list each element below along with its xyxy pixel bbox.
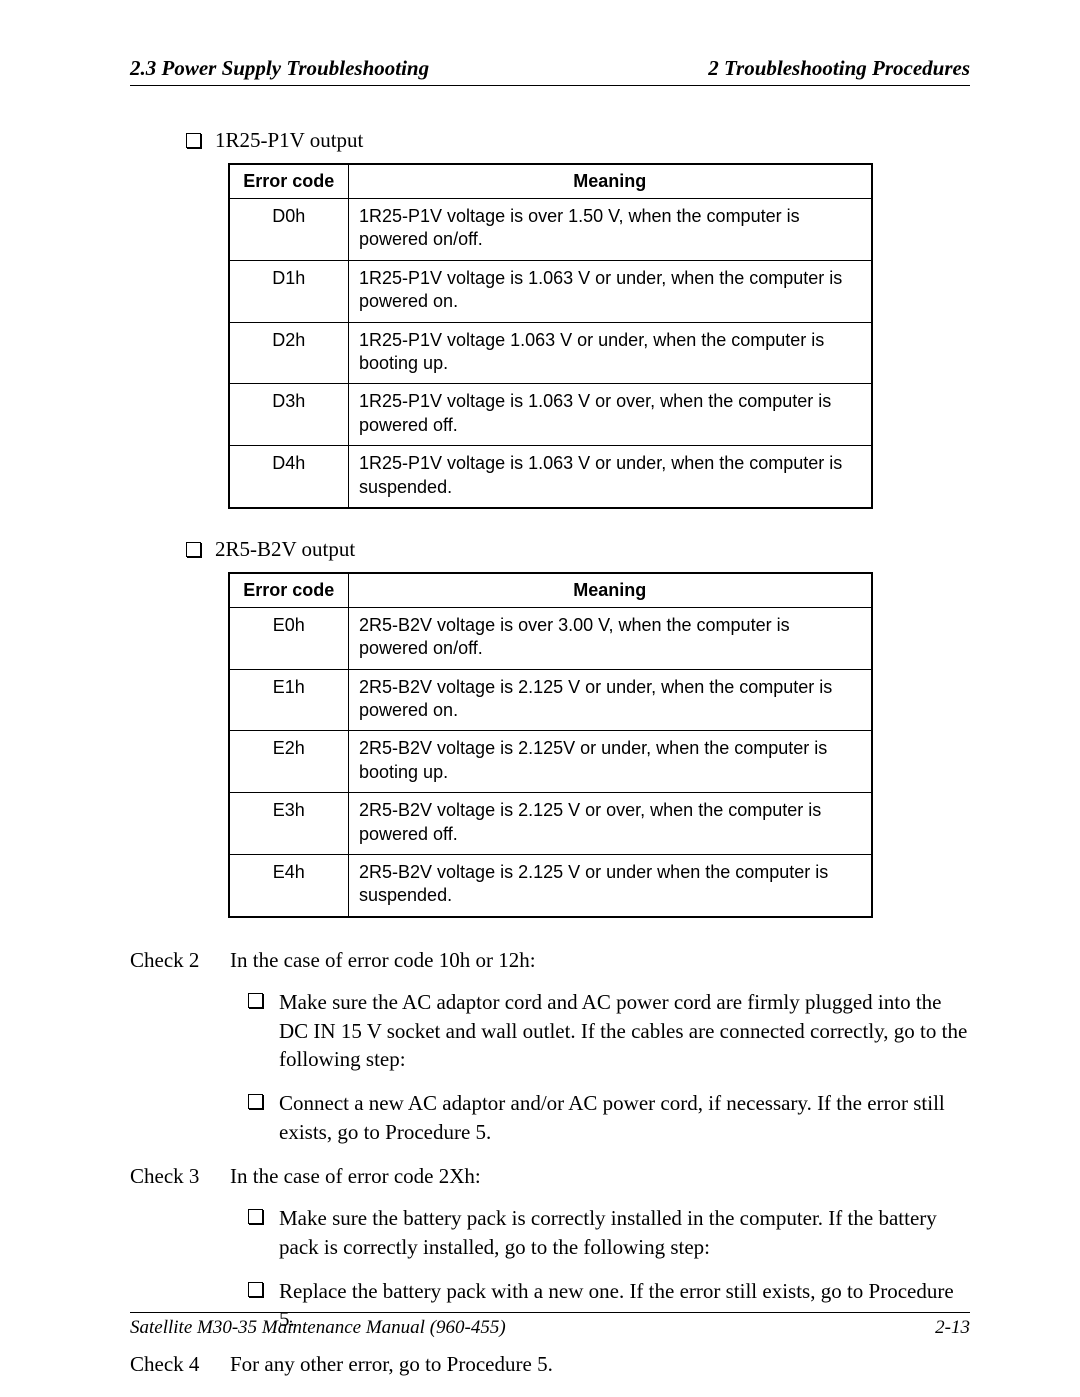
check-2-item: Make sure the AC adaptor cord and AC pow… bbox=[248, 988, 970, 1073]
checkbox-icon bbox=[248, 1282, 263, 1297]
check-2-item-text: Make sure the AC adaptor cord and AC pow… bbox=[279, 988, 970, 1073]
cell-meaning: 1R25-P1V voltage is 1.063 V or over, whe… bbox=[349, 384, 872, 446]
check-4: Check 4 For any other error, go to Proce… bbox=[130, 1350, 970, 1378]
cell-meaning: 2R5-B2V voltage is 2.125 V or under when… bbox=[349, 855, 872, 917]
checkbox-icon bbox=[248, 993, 263, 1008]
table-header-meaning: Meaning bbox=[349, 573, 872, 608]
table-row: D0h1R25-P1V voltage is over 1.50 V, when… bbox=[229, 199, 872, 261]
checkbox-icon bbox=[186, 542, 201, 557]
check-2-item-text: Connect a new AC adaptor and/or AC power… bbox=[279, 1089, 970, 1146]
table-1r25: Error code Meaning D0h1R25-P1V voltage i… bbox=[228, 163, 873, 509]
table-header-meaning: Meaning bbox=[349, 164, 872, 199]
cell-code: E4h bbox=[229, 855, 349, 917]
check-3-item: Make sure the battery pack is correctly … bbox=[248, 1204, 970, 1261]
page-header: 2.3 Power Supply Troubleshooting 2 Troub… bbox=[130, 56, 970, 86]
header-right: 2 Troubleshooting Procedures bbox=[708, 56, 970, 81]
table-header-code: Error code bbox=[229, 573, 349, 608]
table-row: D3h1R25-P1V voltage is 1.063 V or over, … bbox=[229, 384, 872, 446]
cell-meaning: 2R5-B2V voltage is over 3.00 V, when the… bbox=[349, 607, 872, 669]
table-row: D4h1R25-P1V voltage is 1.063 V or under,… bbox=[229, 446, 872, 508]
cell-meaning: 2R5-B2V voltage is 2.125V or under, when… bbox=[349, 731, 872, 793]
cell-code: E0h bbox=[229, 607, 349, 669]
cell-code: D4h bbox=[229, 446, 349, 508]
table-2r5: Error code Meaning E0h2R5-B2V voltage is… bbox=[228, 572, 873, 918]
cell-meaning: 1R25-P1V voltage is 1.063 V or under, wh… bbox=[349, 260, 872, 322]
check-4-intro: For any other error, go to Procedure 5. bbox=[230, 1350, 970, 1378]
cell-code: E2h bbox=[229, 731, 349, 793]
check-3-label: Check 3 bbox=[130, 1162, 230, 1190]
table-row: E1h2R5-B2V voltage is 2.125 V or under, … bbox=[229, 669, 872, 731]
cell-meaning: 2R5-B2V voltage is 2.125 V or under, whe… bbox=[349, 669, 872, 731]
footer-right: 2-13 bbox=[935, 1317, 970, 1339]
check-3-item-text: Make sure the battery pack is correctly … bbox=[279, 1204, 970, 1261]
cell-meaning: 1R25-P1V voltage is over 1.50 V, when th… bbox=[349, 199, 872, 261]
header-left: 2.3 Power Supply Troubleshooting bbox=[130, 56, 429, 81]
cell-code: D2h bbox=[229, 322, 349, 384]
cell-code: E3h bbox=[229, 793, 349, 855]
section-1r25-title: 1R25-P1V output bbox=[215, 128, 363, 153]
table-header-code: Error code bbox=[229, 164, 349, 199]
table-row: D1h1R25-P1V voltage is 1.063 V or under,… bbox=[229, 260, 872, 322]
cell-meaning: 1R25-P1V voltage is 1.063 V or under, wh… bbox=[349, 446, 872, 508]
check-2-intro: In the case of error code 10h or 12h: bbox=[230, 946, 970, 974]
section-2r5-heading: 2R5-B2V output bbox=[186, 537, 970, 562]
table-row: E0h2R5-B2V voltage is over 3.00 V, when … bbox=[229, 607, 872, 669]
checkbox-icon bbox=[248, 1094, 263, 1109]
checkbox-icon bbox=[186, 133, 201, 148]
section-2r5-title: 2R5-B2V output bbox=[215, 537, 355, 562]
check-3-intro: In the case of error code 2Xh: bbox=[230, 1162, 970, 1190]
cell-code: D0h bbox=[229, 199, 349, 261]
table-row: E3h2R5-B2V voltage is 2.125 V or over, w… bbox=[229, 793, 872, 855]
cell-code: E1h bbox=[229, 669, 349, 731]
check-2: Check 2 In the case of error code 10h or… bbox=[130, 946, 970, 974]
cell-meaning: 2R5-B2V voltage is 2.125 V or over, when… bbox=[349, 793, 872, 855]
section-1r25-heading: 1R25-P1V output bbox=[186, 128, 970, 153]
table-row: E2h2R5-B2V voltage is 2.125V or under, w… bbox=[229, 731, 872, 793]
table-row: E4h2R5-B2V voltage is 2.125 V or under w… bbox=[229, 855, 872, 917]
cell-code: D3h bbox=[229, 384, 349, 446]
page-footer: Satellite M30-35 Maintenance Manual (960… bbox=[130, 1312, 970, 1339]
table-row: D2h1R25-P1V voltage 1.063 V or under, wh… bbox=[229, 322, 872, 384]
check-2-item: Connect a new AC adaptor and/or AC power… bbox=[248, 1089, 970, 1146]
check-4-label: Check 4 bbox=[130, 1350, 230, 1378]
cell-meaning: 1R25-P1V voltage 1.063 V or under, when … bbox=[349, 322, 872, 384]
checkbox-icon bbox=[248, 1209, 263, 1224]
footer-left: Satellite M30-35 Maintenance Manual (960… bbox=[130, 1317, 506, 1339]
cell-code: D1h bbox=[229, 260, 349, 322]
check-3: Check 3 In the case of error code 2Xh: bbox=[130, 1162, 970, 1190]
check-2-label: Check 2 bbox=[130, 946, 230, 974]
